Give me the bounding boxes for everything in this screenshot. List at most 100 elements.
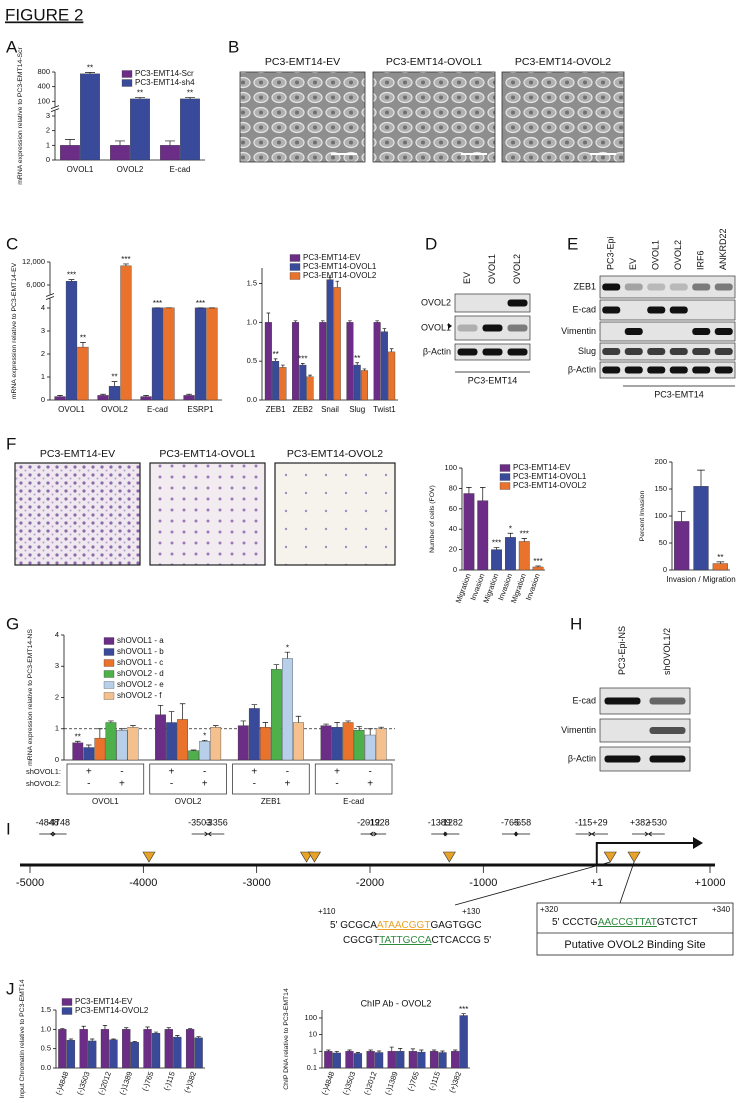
- error-bar: [507, 532, 514, 538]
- treatment-sign: +: [251, 767, 257, 778]
- bar: [77, 346, 89, 401]
- bar: [188, 750, 200, 761]
- error-bar: [186, 393, 192, 396]
- bar: [127, 727, 139, 761]
- axis-label: -2000: [356, 877, 384, 889]
- treatment-sign: -: [369, 767, 372, 778]
- axis-label: -5000: [16, 877, 44, 889]
- micrograph: [372, 71, 496, 163]
- bar: [185, 1029, 195, 1069]
- primer-arrow: [513, 831, 531, 837]
- blot-band: [507, 348, 528, 356]
- blot-band: [714, 348, 733, 355]
- error-bar: [196, 1036, 201, 1038]
- bar: [173, 1036, 182, 1069]
- significance: ***: [121, 255, 130, 264]
- error-bar: [320, 320, 325, 323]
- blot-band: [457, 324, 478, 332]
- bar: [505, 537, 516, 571]
- bar: [66, 1039, 76, 1069]
- error-bar: [190, 749, 197, 751]
- legend-swatch: [103, 692, 115, 700]
- primer-arrow: [369, 831, 387, 837]
- bar: [58, 1029, 67, 1069]
- x-tick-label: Slug: [349, 405, 365, 414]
- x-tick-label: (+)382: [447, 1070, 463, 1094]
- blot-row-label: Slug: [578, 346, 596, 356]
- panel-label: I: [6, 819, 11, 838]
- error-bar: [328, 276, 332, 280]
- error-bar: [348, 320, 352, 323]
- y-tick-label: 1.5: [41, 1005, 51, 1014]
- y-axis-label: Input Chromatin relative to PC3-EMT14: [19, 979, 26, 1098]
- image-label: PC3-EMT14-OVOL2: [287, 448, 383, 460]
- x-tick-label: Twist1: [373, 405, 396, 414]
- error-bar: [697, 469, 705, 487]
- image-label: PC3-EMT14-OVOL1: [159, 448, 255, 460]
- treatment-sign: -: [170, 779, 173, 790]
- blot-band: [624, 366, 643, 374]
- bar: [97, 395, 109, 401]
- legend-label: PC3-EMT14-EV: [75, 997, 133, 1006]
- error-bar: [130, 725, 136, 728]
- blot-row-label: OVOL1: [421, 322, 451, 332]
- bar: [122, 1029, 131, 1069]
- bar: [237, 725, 249, 761]
- y-tick-label: 1.0: [41, 1024, 51, 1033]
- bar: [177, 719, 188, 761]
- blot-band: [602, 306, 621, 314]
- legend-label: shOVOL1 - a: [117, 636, 164, 645]
- significance: ***: [298, 355, 307, 364]
- x-tick-label: (-)115: [162, 1070, 177, 1091]
- lane-label: PC3-Epi-NS: [617, 626, 627, 675]
- x-tick-label: (-)3503: [75, 1070, 92, 1096]
- primer-label: +382: [630, 817, 650, 827]
- error-bar: [153, 1031, 159, 1034]
- figure-title: FIGURE 2: [5, 5, 83, 24]
- bar: [360, 370, 368, 401]
- image-label: PC3-EMT14-OVOL2: [515, 56, 611, 68]
- y-tick-label: 3: [46, 111, 50, 120]
- sequence-part: GAGTGGC: [430, 920, 481, 931]
- blot-row-label: β-Actin: [568, 753, 596, 763]
- y-tick-label: 50: [659, 538, 667, 547]
- bar: [477, 500, 489, 571]
- error-bar: [68, 1038, 74, 1041]
- legend-swatch: [289, 272, 301, 280]
- error-bar: [347, 1049, 352, 1052]
- treatment-sign: +: [285, 779, 291, 790]
- bar: [130, 98, 150, 161]
- bar: [429, 1051, 439, 1069]
- y-tick-label: 1: [41, 372, 45, 381]
- legend-label: PC3-EMT14-OVOL1: [303, 262, 377, 271]
- bar: [183, 395, 195, 401]
- legend-swatch: [61, 998, 73, 1006]
- bar: [88, 1040, 97, 1069]
- legend-label: PC3-EMT14-Scr: [135, 69, 194, 78]
- x-tick-label: ZEB2: [293, 405, 314, 414]
- legend-label: PC3-EMT14-OVOL2: [513, 481, 587, 490]
- y-tick-label: 20: [449, 545, 457, 554]
- bar: [417, 1051, 426, 1069]
- y-tick-label: 0.0: [247, 395, 257, 404]
- error-bar: [521, 538, 528, 542]
- panel-label: C: [6, 234, 18, 253]
- blot-band: [649, 755, 686, 763]
- primer-arrow: [575, 831, 593, 837]
- sequence: 5' GCGCAATAACGGTGAGTGGC: [330, 920, 482, 931]
- axis-break-mark: [50, 105, 60, 113]
- error-bar: [135, 97, 145, 99]
- sequence-part: 5' GCGCA: [330, 920, 377, 931]
- blot-band: [669, 283, 688, 291]
- bar: [438, 1052, 447, 1069]
- blot-row-label: ZEB1: [573, 281, 596, 291]
- sequence-part: CTCACCG 5': [432, 935, 492, 946]
- error-bar: [382, 328, 387, 332]
- error-bar: [368, 1049, 373, 1052]
- bar: [366, 1051, 375, 1069]
- legend-label: PC3-EMT14-OVOL1: [513, 472, 587, 481]
- error-bar: [355, 1052, 361, 1054]
- micrograph: [501, 71, 625, 163]
- error-bar: [124, 1027, 129, 1030]
- x-tick-label: (-)1389: [118, 1070, 135, 1096]
